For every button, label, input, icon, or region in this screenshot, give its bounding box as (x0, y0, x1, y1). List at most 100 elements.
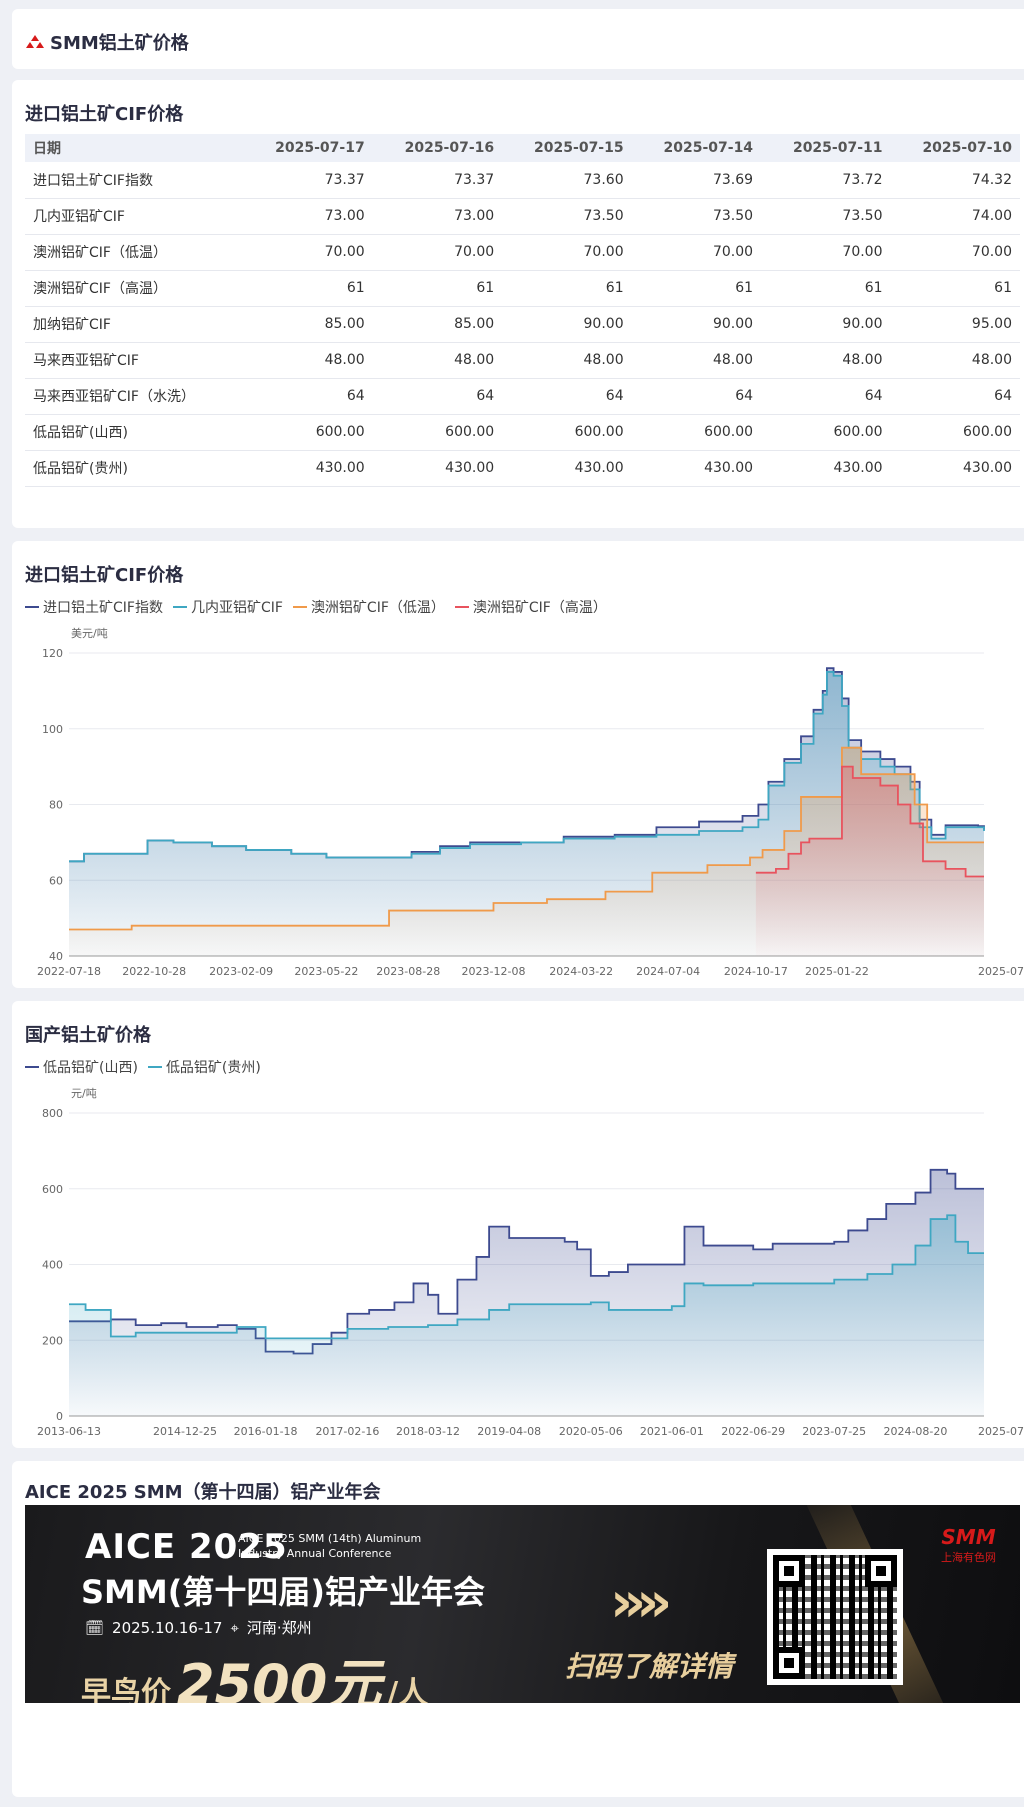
series-line[interactable] (69, 746, 984, 931)
price-cell: 73.50 (761, 198, 891, 235)
row-label: 澳洲铝矿CIF（高温） (25, 270, 244, 307)
calendar-icon: 🗓 (85, 1618, 105, 1637)
x-tick-label: 2023-12-08 (462, 965, 526, 978)
price-cell: 61 (243, 270, 373, 307)
price-cell: 64 (890, 378, 1020, 415)
price-cell: 73.37 (372, 162, 503, 199)
column-header-date: 日期 (25, 134, 244, 162)
price-cell: 90.00 (631, 306, 762, 343)
price-cell: 64 (631, 378, 762, 415)
price-table: 日期 2025-07-17 2025-07-16 2025-07-15 2025-07-… (25, 134, 1020, 487)
x-tick-label: 2014-12-25 (153, 1425, 217, 1438)
price-cell: 600.00 (890, 414, 1020, 451)
x-tick-label: 2022-10-28 (122, 965, 186, 978)
x-tick-label: 2013-06-13 (37, 1425, 101, 1438)
legend-item[interactable]: 低品铝矿(贵州) (147, 1057, 261, 1077)
qr-code-icon[interactable] (767, 1549, 903, 1685)
y-tick-label: 40 (49, 950, 63, 963)
legend-item[interactable]: 低品铝矿(山西) (25, 1057, 138, 1077)
legend-swatch (172, 606, 187, 608)
legend-label: 澳洲铝矿CIF（高温） (472, 600, 607, 616)
page-title: SMM铝土矿价格 (50, 33, 189, 54)
row-label: 马来西亚铝矿CIF (25, 342, 244, 379)
price-cell: 430.00 (631, 450, 762, 487)
x-tick-label: 2023-02-09 (209, 965, 273, 978)
legend-item[interactable]: 澳洲铝矿CIF（高温） (454, 597, 607, 617)
price-cell: 600.00 (761, 414, 891, 451)
banner-price: 早鸟价 2500元 /人 (81, 1640, 428, 1703)
table-row: 马来西亚铝矿CIF 48.00 48.00 48.00 48.00 48.00 48.00 (25, 342, 1020, 379)
legend-label: 几内亚铝矿CIF (190, 600, 283, 616)
table-row: 进口铝土矿CIF指数 73.37 73.37 73.60 73.69 73.72 74.32 (25, 162, 1020, 199)
cif-price-chart[interactable]: 40 60 80 100 120 美元/吨 2022-07-18 2022-10-28 2023… (12, 541, 1024, 988)
x-tick-label: 2024-03-22 (549, 965, 613, 978)
row-label: 低品铝矿(山西) (25, 414, 244, 451)
legend-label: 低品铝矿(贵州) (165, 1060, 261, 1076)
row-label: 澳洲铝矿CIF（低温） (25, 234, 244, 271)
table-row: 低品铝矿(贵州) 430.00 430.00 430.00 430.00 430.00 43… (25, 450, 1020, 487)
conference-ad-card: AICE 2025 SMM（第十四届）铝产业年会 AICE 2025 AICE … (12, 1461, 1024, 1797)
price-cell: 430.00 (890, 450, 1020, 487)
domestic-chart-legend[interactable]: 低品铝矿(山西) 低品铝矿(贵州) (25, 1057, 261, 1077)
domestic-chart-card: 国产铝土矿价格 低品铝矿(山西) 低品铝矿(贵州) 0 200 400 600 800 元/… (12, 1001, 1024, 1448)
qr-finder-icon (773, 1647, 805, 1679)
table-row: 澳洲铝矿CIF（低温） 70.00 70.00 70.00 70.00 70.00 70.0… (25, 234, 1020, 271)
legend-item[interactable]: 进口铝土矿CIF指数 (25, 597, 163, 617)
domestic-price-chart[interactable]: 0 200 400 600 800 元/吨 2013-06-13 2014-12-25 2016… (12, 1001, 1024, 1448)
conference-banner[interactable]: AICE 2025 AICE 2025 SMM (14th) Aluminum … (25, 1505, 1020, 1703)
price-cell: 64 (243, 378, 373, 415)
price-cell: 70.00 (372, 234, 503, 271)
legend-label: 澳洲铝矿CIF（低温） (310, 600, 445, 616)
price-cell: 430.00 (243, 450, 373, 487)
price-cell: 430.00 (372, 450, 503, 487)
column-header-date-value: 2025-07-16 (372, 134, 503, 162)
x-tick-label: 2023-05-22 (294, 965, 358, 978)
banner-chinese-title: SMM(第十四届)铝产业年会 (81, 1573, 485, 1611)
series-line[interactable] (755, 765, 984, 878)
cif-chart-title: 进口铝土矿CIF价格 (25, 565, 184, 586)
x-tick-label: 2020-05-06 (559, 1425, 623, 1438)
price-cell: 48.00 (890, 342, 1020, 379)
series-area (69, 1215, 984, 1416)
page-header: SMM铝土矿价格 (26, 29, 189, 55)
price-cell: 73.00 (372, 198, 503, 235)
price-cell: 90.00 (502, 306, 632, 343)
x-tick-label: 2021-06-01 (640, 1425, 704, 1438)
column-header-date-value: 2025-07-10 (890, 134, 1020, 162)
price-cell: 64 (372, 378, 503, 415)
qr-code-pattern (773, 1555, 897, 1679)
x-tick-label: 2025-07-17 (978, 965, 1024, 978)
legend-item[interactable]: 几内亚铝矿CIF (172, 597, 283, 617)
row-label: 几内亚铝矿CIF (25, 198, 244, 235)
ad-section-title: AICE 2025 SMM（第十四届）铝产业年会 (25, 1482, 381, 1503)
column-header-date-value: 2025-07-17 (243, 134, 373, 162)
row-label: 加纳铝矿CIF (25, 306, 244, 343)
x-tick-label: 2023-07-25 (802, 1425, 866, 1438)
legend-item[interactable]: 澳洲铝矿CIF（低温） (292, 597, 445, 617)
banner-price-value: 2500元 (177, 1653, 382, 1703)
banner-cta: 扫码了解详情 (565, 1650, 734, 1683)
banner-en-line-2: Industry Annual Conference (238, 1547, 392, 1560)
price-cell: 73.60 (502, 162, 632, 199)
table-section-title: 进口铝土矿CIF价格 (25, 104, 184, 125)
smm-logo-text: SMM (941, 1525, 996, 1549)
price-cell: 95.00 (890, 306, 1020, 343)
legend-label: 低品铝矿(山西) (43, 1060, 138, 1076)
y-axis-unit: 元/吨 (71, 1087, 97, 1100)
x-tick-label: 2024-07-04 (636, 965, 700, 978)
price-cell: 73.50 (502, 198, 632, 235)
price-cell: 73.69 (631, 162, 762, 199)
x-tick-label: 2022-07-18 (37, 965, 101, 978)
table-row: 加纳铝矿CIF 85.00 85.00 90.00 90.00 90.00 95.00 (25, 306, 1020, 343)
row-label: 进口铝土矿CIF指数 (25, 162, 244, 199)
price-cell: 600.00 (631, 414, 762, 451)
series-area (69, 747, 984, 956)
banner-smm-logo: SMM 上海有色网 (941, 1525, 996, 1565)
price-cell: 64 (502, 378, 632, 415)
series-line[interactable] (69, 1214, 984, 1340)
price-cell: 90.00 (761, 306, 891, 343)
x-tick-label: 2018-03-12 (396, 1425, 460, 1438)
series-area (755, 766, 984, 956)
x-tick-label: 2023-08-28 (376, 965, 440, 978)
cif-chart-legend[interactable]: 进口铝土矿CIF指数 几内亚铝矿CIF 澳洲铝矿CIF（低温） 澳洲铝矿CIF（高温） (25, 597, 607, 617)
